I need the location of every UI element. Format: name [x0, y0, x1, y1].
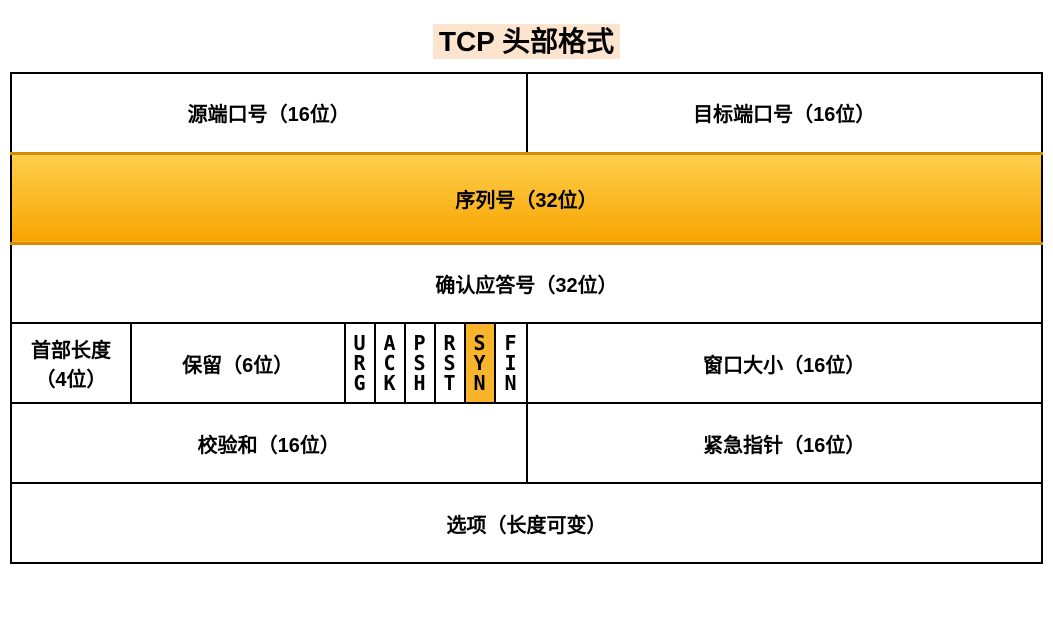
row-options: 选项（长度可变） — [11, 483, 1042, 563]
flag-urg: U R G — [346, 324, 376, 402]
header-table: 源端口号（16位） 目标端口号（16位） 序列号（32位） 确认应答号（32位）… — [10, 72, 1043, 564]
cell-checksum: 校验和（16位） — [11, 403, 527, 483]
cell-hdrlen-reserved-flags: 首部长度 （4位） 保留（6位） U R G A C — [11, 323, 527, 403]
cell-sequence-number: 序列号（32位） — [11, 153, 1042, 243]
cell-ack-number: 确认应答号（32位） — [11, 243, 1042, 323]
flag-fin: F I N — [496, 324, 526, 402]
cell-reserved: 保留（6位） — [132, 324, 346, 402]
flag-ack: A C K — [376, 324, 406, 402]
cell-urgent-pointer: 紧急指针（16位） — [527, 403, 1043, 483]
hdr-len-line2: （4位） — [31, 363, 111, 392]
row-sequence: 序列号（32位） — [11, 153, 1042, 243]
cell-options: 选项（长度可变） — [11, 483, 1042, 563]
cell-dest-port: 目标端口号（16位） — [527, 73, 1043, 153]
flag-syn: S Y N — [466, 324, 496, 402]
row-ports: 源端口号（16位） 目标端口号（16位） — [11, 73, 1042, 153]
tcp-header-diagram: TCP 头部格式 源端口号（16位） 目标端口号（16位） 序列号（32位） 确… — [10, 20, 1043, 564]
row-checksum-urgent: 校验和（16位） 紧急指针（16位） — [11, 403, 1042, 483]
cell-window-size: 窗口大小（16位） — [527, 323, 1043, 403]
cell-source-port: 源端口号（16位） — [11, 73, 527, 153]
flags-wrap: 首部长度 （4位） 保留（6位） U R G A C — [12, 324, 526, 402]
flag-rst: R S T — [436, 324, 466, 402]
row-ack: 确认应答号（32位） — [11, 243, 1042, 323]
row-flags-window: 首部长度 （4位） 保留（6位） U R G A C — [11, 323, 1042, 403]
title-text: TCP 头部格式 — [433, 24, 620, 59]
diagram-title: TCP 头部格式 — [10, 20, 1043, 60]
cell-header-length: 首部长度 （4位） — [12, 324, 132, 402]
hdr-len-line1: 首部长度 — [31, 334, 111, 363]
flag-psh: P S H — [406, 324, 436, 402]
